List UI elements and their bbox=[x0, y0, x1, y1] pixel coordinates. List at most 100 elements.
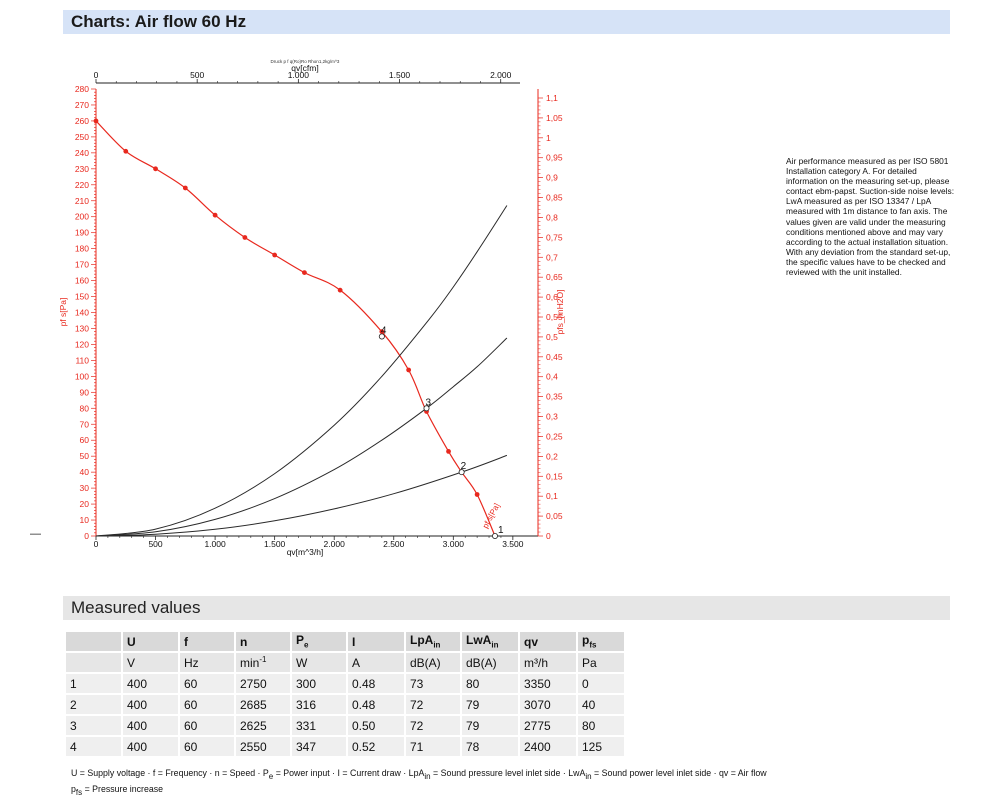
header-cell: f bbox=[180, 632, 236, 653]
header-cell: I bbox=[348, 632, 406, 653]
y-right-tick-label: 1 bbox=[546, 133, 551, 143]
y-right-tick-label: 0,7 bbox=[546, 252, 558, 262]
y-right-tick-label: 0,4 bbox=[546, 372, 558, 382]
legend-text: = Pressure increase bbox=[82, 784, 164, 794]
y-left-tick-label: 20 bbox=[80, 499, 90, 509]
table-cell: 2625 bbox=[236, 716, 292, 737]
x-top-tick-label: 1.000 bbox=[288, 70, 310, 80]
legend-text: U = Supply voltage · f = Frequency · n =… bbox=[71, 768, 269, 778]
table-row: 4 400 60 2550 347 0.52 71 78 2400 125 bbox=[66, 737, 626, 758]
y-right-tick-label: 0,85 bbox=[546, 193, 563, 203]
unit-cell: A bbox=[348, 653, 406, 674]
unit-text: dB(A) bbox=[410, 655, 441, 670]
table-cell: 3070 bbox=[520, 695, 578, 716]
unit-text: Hz bbox=[184, 655, 199, 670]
unit-text: V bbox=[127, 655, 136, 670]
header-text: LpA bbox=[410, 633, 434, 648]
header-sub: in bbox=[433, 640, 441, 650]
y-right-tick-label: 0,75 bbox=[546, 232, 563, 242]
y-left-tick-label: 220 bbox=[75, 180, 89, 190]
table-cell: 2400 bbox=[520, 737, 578, 758]
header-text: P bbox=[296, 633, 305, 648]
y-left-tick-label: 30 bbox=[80, 483, 90, 493]
y-left-tick-label: 80 bbox=[80, 403, 90, 413]
chart-tiny-note: Druck p f q(Ro)Ro Rhon1,2kg/m^3 bbox=[271, 59, 340, 64]
y-left-tick-label: 160 bbox=[75, 276, 89, 286]
legend-sub: e bbox=[268, 771, 274, 781]
header-text: qv bbox=[524, 634, 539, 649]
y-left-tick-label: 40 bbox=[80, 467, 90, 477]
operating-point-label: 1 bbox=[498, 525, 504, 536]
table-cell: 60 bbox=[180, 695, 236, 716]
y-right-tick-label: 0,15 bbox=[546, 471, 563, 481]
table-cell: 40 bbox=[578, 695, 626, 716]
table-cell: 0 bbox=[578, 674, 626, 695]
unit-text: A bbox=[352, 655, 361, 670]
y-left-tick-label: 110 bbox=[75, 355, 89, 365]
table-cell: 400 bbox=[123, 716, 180, 737]
y-right-tick-label: 0,55 bbox=[546, 312, 563, 322]
legend-text: p bbox=[71, 784, 76, 794]
table-cell: 4 bbox=[66, 737, 123, 758]
table-cell: 78 bbox=[462, 737, 520, 758]
y-left-tick-label: 100 bbox=[75, 371, 89, 381]
table-row: 3 400 60 2625 331 0.50 72 79 2775 80 bbox=[66, 716, 626, 737]
header-cell bbox=[66, 632, 123, 653]
table-cell: 2750 bbox=[236, 674, 292, 695]
header-sub: in bbox=[491, 640, 499, 650]
table-cell: 80 bbox=[578, 716, 626, 737]
legend-sub: in bbox=[585, 771, 592, 781]
pressure-data-point bbox=[272, 252, 278, 258]
x-bottom-tick-label: 1.000 bbox=[204, 539, 226, 549]
y-left-tick-label: 50 bbox=[80, 451, 90, 461]
table-cell: 60 bbox=[180, 737, 236, 758]
legend-sub: fs bbox=[75, 787, 83, 797]
y-right-tick-label: 1,1 bbox=[546, 93, 558, 103]
x-top-tick-label: 500 bbox=[190, 70, 204, 80]
pressure-data-point bbox=[406, 367, 412, 373]
y-left-tick-label: 130 bbox=[75, 323, 89, 333]
unit-cell: m³/h bbox=[520, 653, 578, 674]
charts-title: Charts: Air flow 60 Hz bbox=[71, 12, 247, 31]
y-left-tick-label: 90 bbox=[80, 387, 90, 397]
unit-cell: Hz bbox=[180, 653, 236, 674]
header-cell: qv bbox=[520, 632, 578, 653]
legend-line-2: pfs = Pressure increase bbox=[71, 784, 163, 797]
header-cell: pfs bbox=[578, 632, 626, 653]
y-right-tick-label: 0,35 bbox=[546, 392, 563, 402]
y-right-tick-label: 0,65 bbox=[546, 272, 563, 282]
table-cell: 331 bbox=[292, 716, 348, 737]
x-bottom-tick-label: 1.500 bbox=[264, 539, 286, 549]
legend-text: = Sound pressure level inlet side · LwA bbox=[430, 768, 586, 778]
y-left-tick-label: 210 bbox=[75, 196, 89, 206]
system-curve bbox=[95, 337, 508, 537]
legend-sub: in bbox=[424, 771, 431, 781]
table-cell: 72 bbox=[406, 716, 462, 737]
table-cell: 0.48 bbox=[348, 695, 406, 716]
table-cell: 125 bbox=[578, 737, 626, 758]
header-text: p bbox=[582, 633, 590, 648]
pressure-curve bbox=[95, 120, 496, 537]
dash-mark: — bbox=[30, 528, 41, 540]
legend-text: = Sound power level inlet side · qv = Ai… bbox=[591, 768, 767, 778]
system-curve bbox=[95, 454, 508, 537]
pressure-data-point bbox=[337, 287, 343, 293]
table-cell: 2 bbox=[66, 695, 123, 716]
y-right-tick-label: 0,45 bbox=[546, 352, 563, 362]
table-cell: 347 bbox=[292, 737, 348, 758]
measurement-notes: Air performance measured as per ISO 5801… bbox=[786, 156, 955, 278]
unit-text: Pa bbox=[582, 655, 597, 670]
pressure-data-point bbox=[242, 235, 248, 240]
table-cell: 300 bbox=[292, 674, 348, 695]
y-left-tick-label: 200 bbox=[75, 212, 89, 222]
operating-point-label: 3 bbox=[426, 397, 432, 408]
operating-point-marker bbox=[378, 333, 385, 340]
y-left-tick-label: 150 bbox=[75, 292, 89, 302]
pressure-data-point bbox=[182, 185, 188, 191]
y-left-tick-label: 170 bbox=[75, 260, 89, 270]
header-text: f bbox=[184, 634, 188, 649]
table-cell: 72 bbox=[406, 695, 462, 716]
table-cell: 400 bbox=[123, 737, 180, 758]
y-right-tick-label: 0,2 bbox=[546, 451, 558, 461]
air-flow-chart: 0102030405060708090100110120130140150160… bbox=[58, 59, 565, 557]
